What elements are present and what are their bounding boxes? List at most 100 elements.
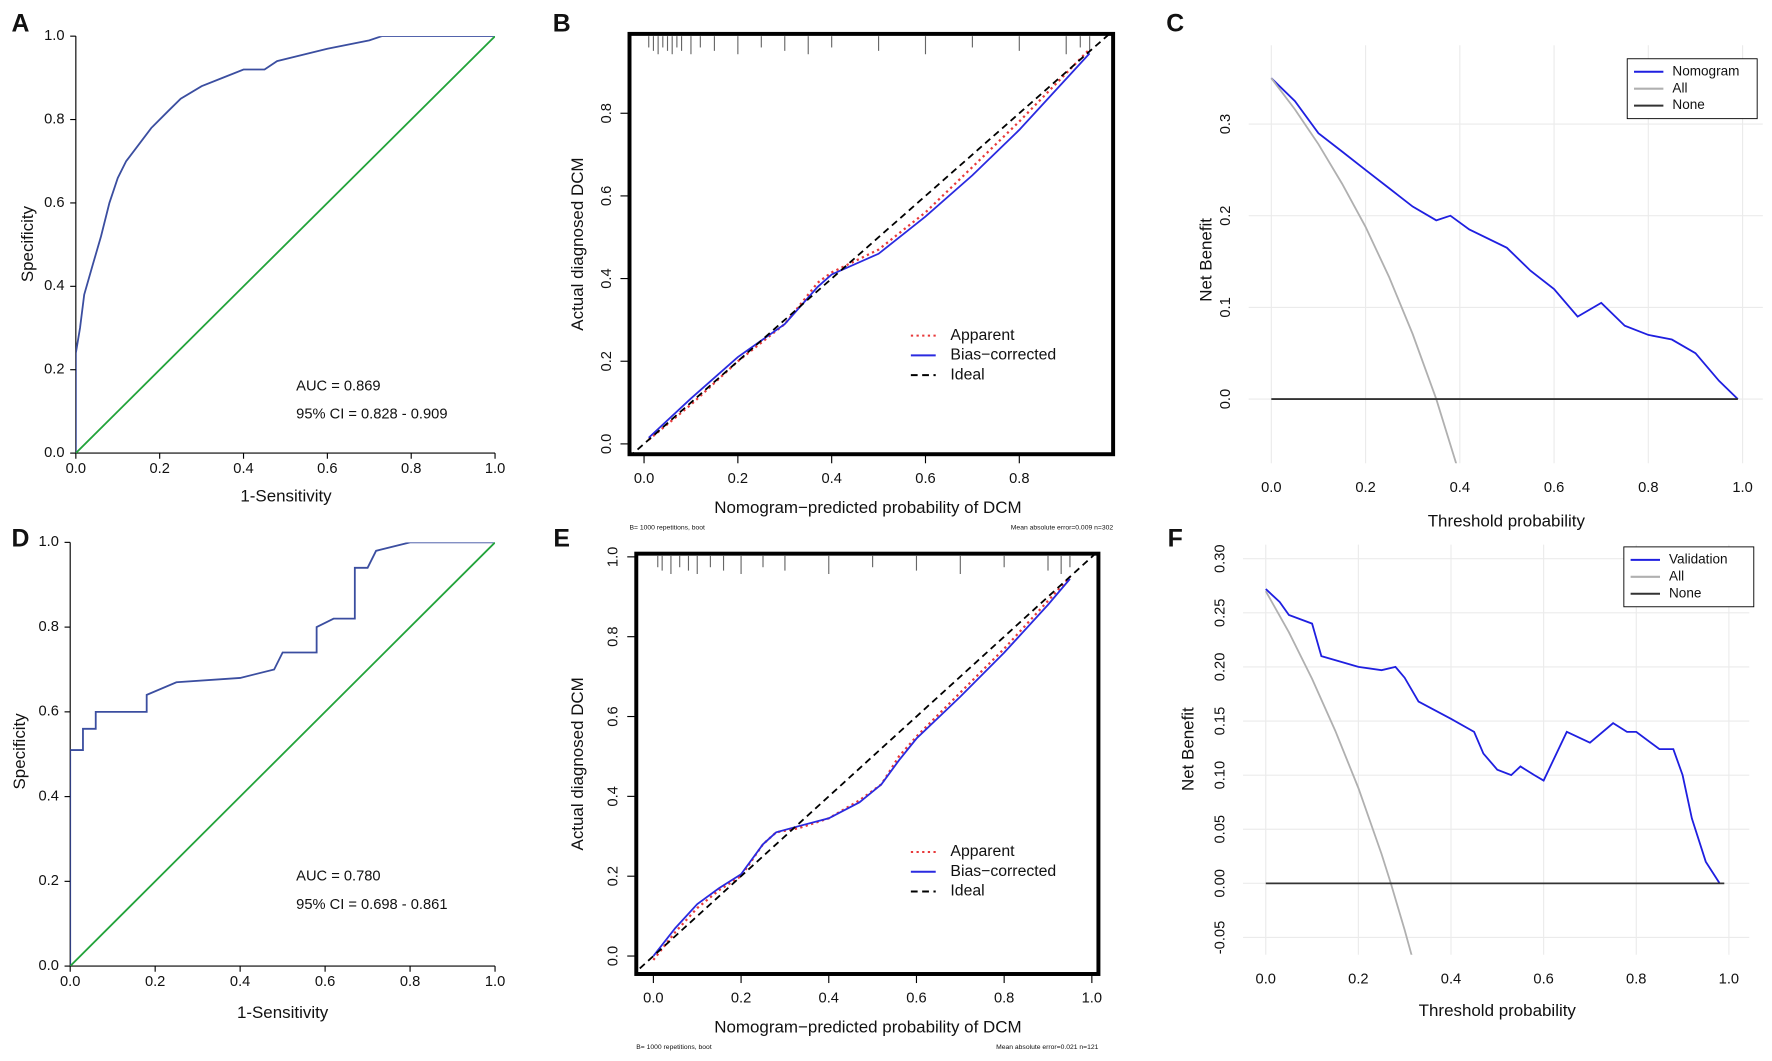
- series-line: [630, 33, 1111, 455]
- y-tick-label: 0.6: [606, 706, 622, 726]
- y-tick-label: 0.0: [599, 434, 615, 454]
- x-tick-label: 0.6: [315, 974, 335, 990]
- y-tick-label: 0.4: [606, 786, 622, 806]
- series-line: [1264, 590, 1413, 955]
- footnote: B= 1000 repetitions, boot: [630, 524, 706, 531]
- legend-label: Nomogram: [1672, 63, 1739, 78]
- plot-frame: [627, 31, 1116, 457]
- footnote: Mean absolute error=0.009 n=302: [1011, 524, 1114, 531]
- series-line: [1265, 588, 1721, 884]
- y-tick-label: 0.6: [38, 704, 58, 720]
- x-tick-label: 0.8: [401, 461, 421, 477]
- series-line: [70, 542, 496, 967]
- series-line: [652, 578, 1071, 957]
- series-line: [647, 48, 1091, 441]
- x-tick-label: 0.0: [66, 461, 86, 477]
- y-axis-title: Actual diagnosed DCM: [568, 677, 587, 850]
- y-tick-label: 0.20: [1212, 653, 1228, 682]
- x-tick-label: 0.0: [60, 974, 80, 990]
- y-axis-title: Specificity: [18, 205, 37, 282]
- panel-letter: F: [1168, 526, 1183, 553]
- footnote: B= 1000 repetitions, boot: [636, 1044, 712, 1051]
- y-tick-label: 0.3: [1218, 114, 1234, 134]
- y-tick-label: 0.25: [1212, 599, 1228, 628]
- x-tick-label: 0.2: [731, 991, 751, 1007]
- legend-label: Bias−corrected: [950, 347, 1056, 364]
- y-axis-title: Net Benefit: [1178, 707, 1197, 791]
- panel-letter: B: [553, 10, 571, 37]
- legend-label: Validation: [1669, 551, 1728, 566]
- y-axis-title: Actual diagnosed DCM: [568, 157, 587, 330]
- plot-area: [636, 553, 1097, 973]
- legend-box: [1623, 546, 1755, 608]
- y-tick-label: 0.0: [44, 445, 64, 461]
- y-tick-label: 0.10: [1212, 761, 1228, 790]
- y-tick-label: 0.4: [44, 278, 64, 294]
- y-tick-label: 0.0: [1218, 389, 1234, 409]
- y-tick-label: 0.6: [599, 186, 615, 206]
- series-line: [1270, 77, 1739, 400]
- legend-label: Ideal: [950, 366, 984, 383]
- x-tick-label: 0.2: [1355, 480, 1375, 496]
- legend-label: All: [1669, 568, 1684, 583]
- y-tick-label: 0.30: [1212, 544, 1228, 573]
- x-tick-label: 0.2: [728, 471, 748, 487]
- y-tick-label: 0.8: [606, 626, 622, 646]
- y-tick-label: 0.4: [599, 268, 615, 288]
- y-tick-label: 0.2: [599, 351, 615, 371]
- x-tick-label: 0.4: [1450, 480, 1470, 496]
- annotation: AUC = 0.869: [296, 378, 380, 394]
- y-tick-label: 1.0: [606, 547, 622, 567]
- x-tick-label: 0.2: [149, 461, 169, 477]
- annotation: 95% CI = 0.828 - 0.909: [296, 407, 447, 423]
- y-tick-label: 0.8: [44, 111, 64, 127]
- panel: E Nomogram−predicted probability of DCM Ac…: [553, 526, 1102, 1052]
- y-tick-label: 0.15: [1212, 707, 1228, 736]
- x-tick-label: 1.0: [1732, 480, 1752, 496]
- y-tick-label: 0.2: [44, 362, 64, 378]
- x-tick-label: 0.4: [821, 471, 841, 487]
- y-tick-label: -0.05: [1212, 921, 1228, 954]
- panel-letter: D: [12, 526, 30, 553]
- series-line: [648, 52, 1091, 439]
- y-tick-label: 0.8: [38, 619, 58, 635]
- annotation: AUC = 0.780: [296, 869, 380, 885]
- plot-area: [75, 36, 496, 454]
- panel: A 1-Sensitivity Specificity 0.0 0.2 0.4 0.6 0.8…: [12, 10, 506, 505]
- y-axis-title: Net Benefit: [1196, 218, 1215, 302]
- y-tick-label: 0.6: [44, 195, 64, 211]
- x-tick-label: 0.8: [994, 991, 1014, 1007]
- x-tick-label: 0.4: [819, 991, 839, 1007]
- y-tick-label: 0.05: [1212, 815, 1228, 844]
- x-axis-title: Threshold probability: [1428, 511, 1586, 530]
- plot-area: [630, 33, 1111, 455]
- legend-label: None: [1669, 585, 1701, 600]
- y-tick-label: 0.00: [1212, 869, 1228, 898]
- x-tick-label: 0.0: [1256, 972, 1276, 988]
- plot-frame: [634, 551, 1101, 976]
- series-line: [1270, 77, 1458, 464]
- x-tick-label: 0.4: [1441, 972, 1461, 988]
- x-axis-title: 1-Sensitivity: [240, 487, 332, 506]
- y-tick-label: 1.0: [44, 28, 64, 44]
- legend-label: All: [1672, 80, 1687, 95]
- annotation: 95% CI = 0.698 - 0.861: [296, 897, 447, 913]
- y-tick-label: 1.0: [38, 534, 58, 550]
- x-tick-label: 1.0: [1082, 991, 1102, 1007]
- x-tick-label: 0.2: [1348, 972, 1368, 988]
- y-tick-label: 0.0: [38, 958, 58, 974]
- panel-letter: E: [553, 526, 570, 553]
- x-tick-label: 1.0: [485, 974, 505, 990]
- x-tick-label: 0.0: [634, 471, 654, 487]
- x-axis-title: Nomogram−predicted probability of DCM: [714, 1018, 1021, 1037]
- y-tick-label: 0.0: [606, 946, 622, 966]
- x-axis-title: 1-Sensitivity: [237, 1003, 329, 1022]
- x-tick-label: 0.6: [1544, 480, 1564, 496]
- legend-label: Bias−corrected: [950, 863, 1056, 880]
- panel-letter: A: [12, 10, 30, 37]
- x-tick-label: 0.6: [906, 991, 926, 1007]
- x-tick-label: 0.8: [400, 974, 420, 990]
- panel: C Threshold probability Net Benefit 0.0 0.2 0…: [1166, 10, 1763, 530]
